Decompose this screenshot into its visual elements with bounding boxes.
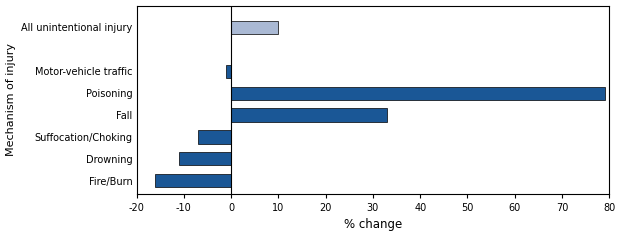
Bar bbox=[231, 87, 605, 100]
Bar bbox=[198, 130, 231, 143]
Bar bbox=[231, 109, 387, 122]
Bar bbox=[179, 152, 231, 165]
X-axis label: % change: % change bbox=[344, 219, 402, 232]
Bar bbox=[155, 174, 231, 187]
Bar bbox=[231, 21, 278, 34]
Bar bbox=[227, 65, 231, 78]
Y-axis label: Mechanism of injury: Mechanism of injury bbox=[6, 43, 16, 156]
